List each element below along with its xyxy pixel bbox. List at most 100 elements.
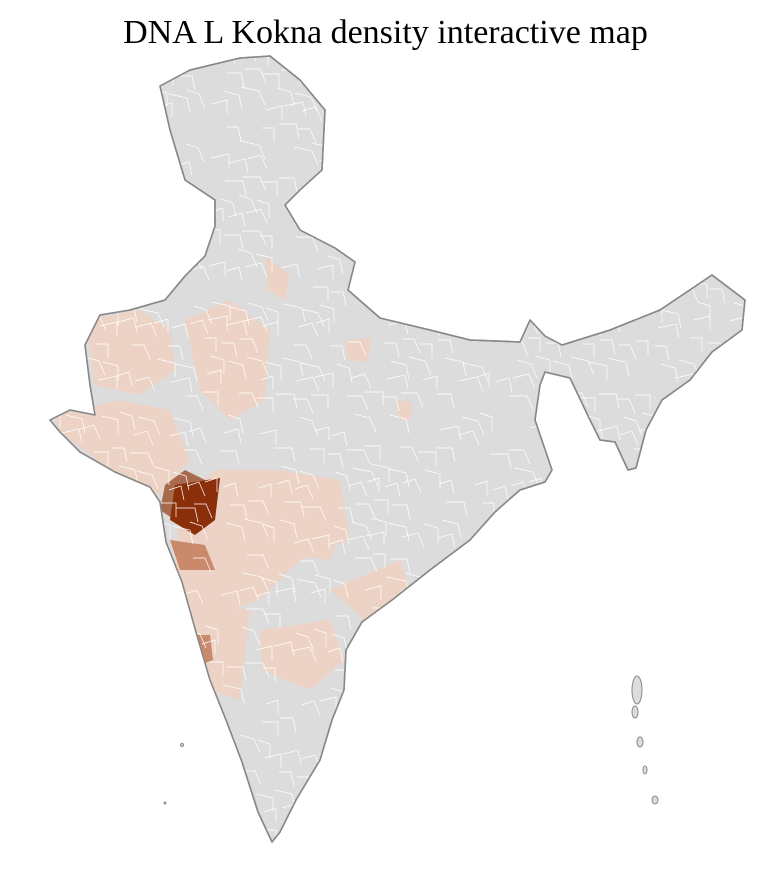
district-border — [641, 665, 655, 679]
district-border — [49, 356, 61, 374]
district-border — [474, 737, 486, 755]
district-border — [113, 196, 128, 214]
district-border — [725, 789, 749, 807]
district-border — [442, 718, 463, 732]
district-border — [139, 755, 160, 769]
district-border — [707, 591, 728, 605]
district-border — [80, 231, 102, 245]
india-density-map[interactable] — [0, 0, 771, 871]
district-border — [59, 591, 80, 605]
district-border — [426, 214, 443, 228]
district-border — [689, 194, 701, 212]
district-border — [545, 591, 560, 605]
district-border — [427, 754, 442, 768]
district-border — [622, 525, 640, 543]
district-border — [602, 826, 622, 840]
district-border — [673, 482, 691, 496]
district-border — [512, 828, 536, 842]
district-border — [47, 68, 59, 82]
district-border — [95, 794, 110, 812]
district-border — [167, 202, 182, 220]
district-border — [547, 685, 566, 703]
district-border — [350, 828, 371, 842]
district-border — [660, 616, 681, 630]
district-border — [496, 324, 518, 338]
district-border — [709, 685, 731, 703]
district-border — [458, 831, 481, 845]
district-border — [388, 127, 407, 141]
district-border — [464, 309, 484, 327]
district-border — [733, 749, 753, 763]
district-border — [553, 753, 572, 767]
district-border — [563, 587, 587, 601]
district-border — [114, 534, 133, 548]
district-border — [680, 698, 702, 712]
district-border — [48, 208, 60, 222]
district-border — [607, 156, 624, 170]
district-border — [77, 789, 97, 807]
district-border — [385, 685, 401, 703]
district-border — [83, 263, 101, 277]
island — [652, 796, 658, 804]
district-border — [63, 181, 85, 195]
district-border — [49, 154, 61, 168]
district-border — [40, 46, 52, 60]
district-border — [437, 588, 456, 602]
district-border — [499, 162, 520, 176]
district-border — [79, 479, 97, 493]
district-border — [139, 561, 161, 575]
district-border — [566, 627, 584, 645]
district-border — [81, 771, 99, 785]
district-border — [42, 734, 54, 752]
district-border — [552, 415, 567, 433]
district-border — [518, 698, 536, 712]
district-border — [729, 371, 751, 385]
district-border — [623, 269, 641, 283]
district-border — [101, 668, 119, 682]
district-border — [99, 182, 116, 196]
district-border — [175, 756, 191, 770]
district-border — [439, 88, 458, 106]
district-border — [581, 200, 593, 218]
district-border — [675, 576, 700, 594]
district-border — [572, 101, 597, 115]
district-border — [153, 773, 165, 787]
district-border — [409, 749, 431, 763]
district-border — [500, 108, 518, 122]
district-border — [424, 128, 440, 142]
district-border — [732, 411, 750, 429]
district-border — [659, 270, 674, 284]
district-border — [692, 824, 708, 838]
district-border — [676, 126, 698, 140]
district-border — [100, 128, 116, 142]
district-border — [590, 700, 602, 714]
district-border — [726, 533, 746, 547]
district-border — [482, 103, 494, 117]
district-border — [477, 575, 489, 593]
district-border — [608, 102, 628, 116]
district-border — [43, 478, 55, 492]
district-border — [546, 537, 565, 551]
district-border — [643, 557, 659, 571]
district-region-low[interactable] — [345, 338, 372, 362]
district-border — [190, 720, 208, 734]
district-region-low[interactable] — [398, 400, 412, 420]
district-border — [554, 307, 569, 325]
district-border — [462, 215, 487, 229]
district-border — [742, 452, 756, 466]
district-border — [47, 262, 59, 276]
district-border — [96, 740, 110, 758]
district-border — [114, 736, 129, 754]
district-border — [401, 789, 423, 807]
district-border — [731, 263, 749, 277]
district-border — [747, 376, 765, 390]
district-border — [551, 267, 566, 281]
district-border — [589, 754, 603, 768]
district-border — [622, 723, 640, 737]
district-border — [478, 319, 490, 333]
district-border — [80, 627, 98, 645]
district-border — [725, 195, 743, 213]
district-border — [385, 91, 406, 109]
district-border — [690, 734, 702, 752]
district-border — [442, 124, 457, 138]
